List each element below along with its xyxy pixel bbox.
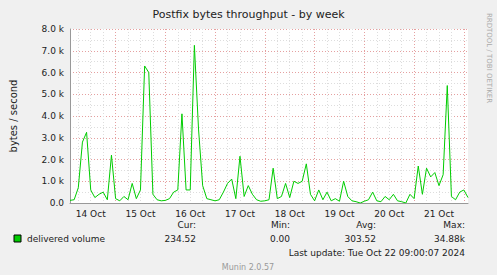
svg-text:0.0: 0.0 [50,198,65,208]
svg-text:14 Oct: 14 Oct [76,209,106,219]
svg-text:5.0 k: 5.0 k [42,89,65,99]
svg-text:16 Oct: 16 Oct [175,209,205,219]
svg-text:Munin 2.0.57: Munin 2.0.57 [222,263,274,272]
svg-text:1.0 k: 1.0 k [42,176,65,186]
svg-text:20 Oct: 20 Oct [374,209,404,219]
svg-text:303.52: 303.52 [345,234,377,244]
svg-text:2.0 k: 2.0 k [42,155,65,165]
svg-text:8.0 k: 8.0 k [42,24,65,34]
svg-text:delivered volume: delivered volume [27,234,106,244]
svg-text:21 Oct: 21 Oct [424,209,454,219]
svg-text:7.0 k: 7.0 k [42,46,65,56]
svg-text:RRDTOOL / TOBI OETIKER: RRDTOOL / TOBI OETIKER [485,13,493,103]
svg-text:0.00: 0.00 [270,234,290,244]
svg-text:18 Oct: 18 Oct [275,209,305,219]
svg-text:Cur:: Cur: [177,220,196,230]
svg-text:234.52: 234.52 [165,234,197,244]
svg-text:3.0 k: 3.0 k [42,133,65,143]
svg-text:15 Oct: 15 Oct [126,209,156,219]
svg-text:Last update: Tue Oct 22 09:00:: Last update: Tue Oct 22 09:00:07 2024 [289,248,466,258]
svg-text:4.0 k: 4.0 k [42,111,65,121]
svg-text:bytes / second: bytes / second [8,80,19,153]
svg-text:6.0 k: 6.0 k [42,68,65,78]
svg-text:34.88k: 34.88k [434,234,466,244]
svg-text:19 Oct: 19 Oct [325,209,355,219]
svg-text:Avg:: Avg: [356,220,376,230]
svg-text:Postfix bytes throughput - by: Postfix bytes throughput - by week [152,8,345,21]
svg-text:17 Oct: 17 Oct [225,209,255,219]
svg-text:Min:: Min: [271,220,290,230]
svg-text:Max:: Max: [443,220,465,230]
